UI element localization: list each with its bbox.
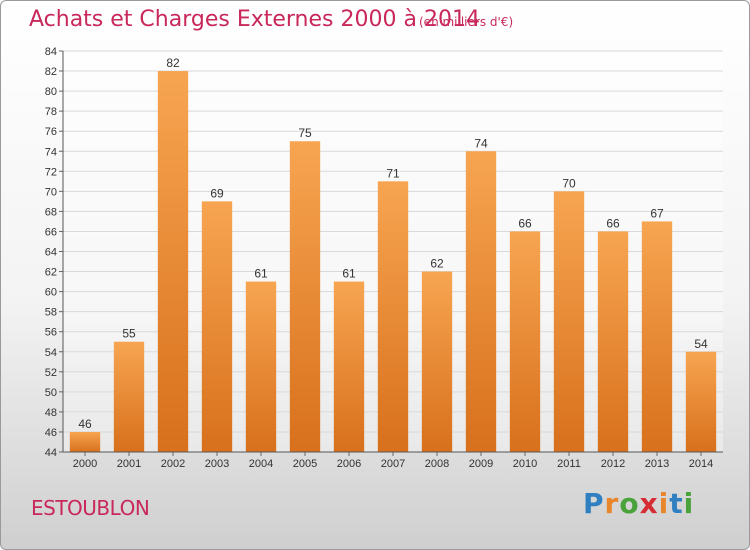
bar-2011	[553, 191, 585, 452]
y-tick-label: 62	[45, 267, 57, 279]
x-tick-label-2014: 2014	[689, 458, 713, 470]
bar-2002	[157, 71, 189, 453]
data-label-2014: 54	[694, 337, 708, 351]
data-label-2004: 61	[254, 267, 268, 281]
y-tick-label: 48	[45, 407, 57, 419]
data-label-2000: 46	[78, 417, 92, 431]
x-tick-label-2013: 2013	[645, 458, 669, 470]
bar-2007	[377, 181, 409, 452]
y-tick-label: 76	[45, 126, 57, 138]
y-tick-label: 68	[45, 206, 57, 218]
bar-2009	[465, 151, 497, 452]
bar-2000	[69, 431, 101, 452]
bar-2012	[597, 231, 629, 452]
chart-subtitle: (en milliers d'€)	[419, 15, 514, 29]
logo-letter: r	[604, 487, 620, 520]
x-tick-label-2001: 2001	[117, 458, 141, 470]
x-tick-label-2011: 2011	[557, 458, 581, 470]
bar-2008	[421, 271, 453, 452]
logo-letter: x	[639, 487, 659, 520]
bar-2014	[685, 351, 717, 452]
proxiti-logo[interactable]: Proxiti	[583, 487, 694, 520]
x-tick-label-2000: 2000	[73, 458, 97, 470]
logo-letter: t	[669, 487, 684, 520]
data-label-2011: 70	[562, 176, 576, 190]
y-tick-label: 54	[45, 347, 57, 359]
bar-2005	[289, 141, 321, 452]
y-tick-label: 80	[45, 86, 57, 98]
axes: 44 46 48 50 52 54 56 58 60 62 64 66 68 70 72 74 76 78 80 82…	[45, 46, 723, 470]
data-label-2005: 75	[298, 126, 312, 140]
bar-2013	[641, 221, 673, 452]
y-tick-label: 58	[45, 307, 57, 319]
logo-letter: P	[583, 487, 605, 520]
y-tick-label: 78	[45, 106, 57, 118]
bar-2001	[113, 341, 145, 452]
x-tick-label-2010: 2010	[513, 458, 537, 470]
x-tick-label-2006: 2006	[337, 458, 361, 470]
y-tick-label: 64	[45, 247, 57, 259]
x-tick-label-2008: 2008	[425, 458, 449, 470]
bar-2010	[509, 231, 541, 452]
y-tick-label: 46	[45, 427, 57, 439]
y-tick-label: 50	[45, 387, 57, 399]
data-label-2001: 55	[122, 327, 136, 341]
y-tick-label: 84	[45, 46, 57, 58]
chart-title: Achats et Charges Externes 2000 à 2014	[29, 7, 480, 32]
y-tick-label: 56	[45, 327, 57, 339]
y-tick-label: 70	[45, 186, 57, 198]
x-tick-label-2007: 2007	[381, 458, 405, 470]
y-tick-label: 82	[45, 66, 57, 78]
data-label-2003: 69	[210, 186, 224, 200]
logo-letter: o	[619, 487, 640, 520]
bar-2003	[201, 201, 233, 452]
data-labels: 46 55 82 69 61 75 61 71 62 74 66 70 66 67 54	[78, 56, 708, 431]
data-label-2008: 62	[430, 257, 444, 271]
bar-2004	[245, 281, 277, 452]
bar-chart: 44 46 48 50 52 54 56 58 60 62 64 66 68 70 72 74 76 78 80 82…	[45, 46, 723, 470]
place-name: ESTOUBLON	[31, 496, 150, 520]
y-tick-label: 66	[45, 226, 57, 238]
data-label-2013: 67	[650, 206, 664, 220]
x-tick-label-2002: 2002	[161, 458, 185, 470]
y-tick-label: 60	[45, 287, 57, 299]
x-tick-label-2005: 2005	[293, 458, 317, 470]
logo-letter: i	[683, 487, 695, 520]
y-tick-label: 72	[45, 166, 57, 178]
data-label-2006: 61	[342, 267, 356, 281]
bar-2006	[333, 281, 365, 452]
x-tick-label-2003: 2003	[205, 458, 229, 470]
x-tick-label-2012: 2012	[601, 458, 625, 470]
logo-letter: i	[658, 487, 670, 520]
data-label-2007: 71	[386, 166, 400, 180]
data-label-2002: 82	[166, 56, 180, 70]
x-tick-label-2004: 2004	[249, 458, 273, 470]
data-label-2010: 66	[518, 216, 532, 230]
data-label-2009: 74	[474, 136, 488, 150]
y-tick-label: 52	[45, 367, 57, 379]
y-tick-label: 44	[45, 447, 57, 459]
x-tick-label-2009: 2009	[469, 458, 493, 470]
data-label-2012: 66	[606, 216, 620, 230]
y-tick-label: 74	[45, 146, 57, 158]
bars	[69, 71, 717, 453]
